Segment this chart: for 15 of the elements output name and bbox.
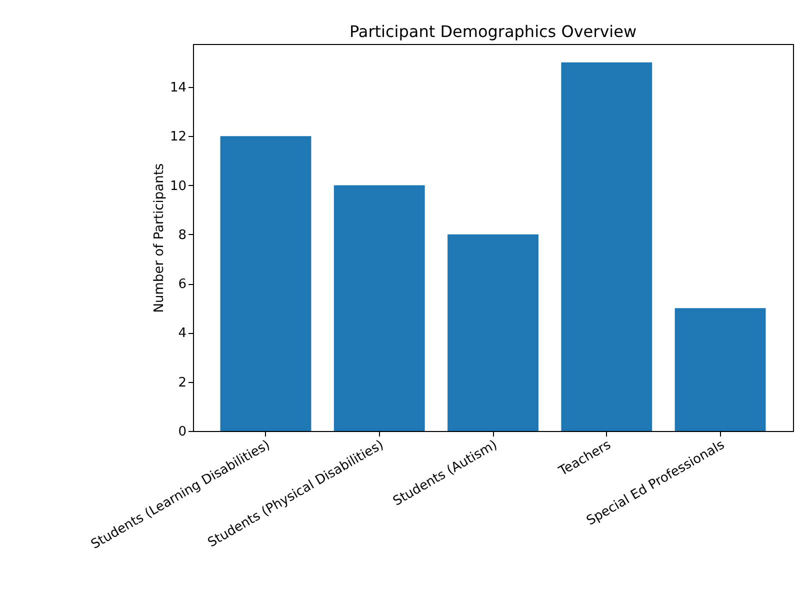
y-tick-label: 14 — [170, 80, 186, 96]
bar — [561, 62, 652, 431]
y-tick-label: 0 — [178, 424, 186, 440]
chart-title: Participant Demographics Overview — [349, 22, 637, 41]
y-tick-label: 8 — [178, 228, 186, 243]
y-tick-label: 4 — [178, 326, 186, 342]
y-tick-label: 10 — [170, 178, 186, 194]
bar — [448, 234, 538, 431]
y-tick-label: 12 — [170, 130, 186, 145]
bar — [674, 308, 766, 431]
bar — [220, 136, 312, 431]
y-tick-label: 2 — [178, 375, 186, 390]
y-axis-title: Number of Participants — [152, 163, 167, 313]
y-tick-label: 6 — [178, 277, 186, 292]
bar — [334, 185, 425, 431]
